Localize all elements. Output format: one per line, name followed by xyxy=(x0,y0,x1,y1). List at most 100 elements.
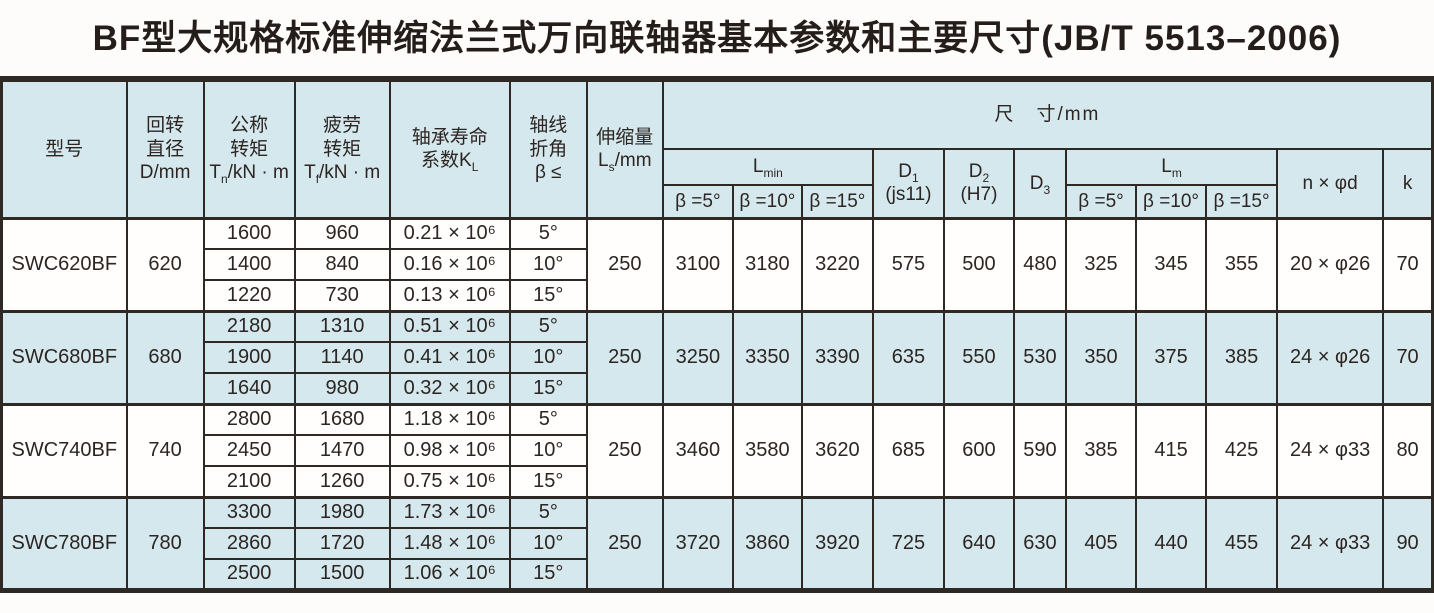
cell-rotation-diameter: 680 xyxy=(125,309,205,405)
col-header-n-phi-d: n × φd xyxy=(1276,148,1385,219)
cell-model: SWC740BF xyxy=(0,402,128,498)
cell-fatigue-torque: 1680 xyxy=(293,402,391,436)
cell-k: 70 xyxy=(1382,309,1434,405)
cell-model: SWC680BF xyxy=(0,309,128,405)
cell-lm-beta10: 345 xyxy=(1135,216,1208,312)
cell-fatigue-torque: 960 xyxy=(293,216,391,250)
col-header-d3: D3 xyxy=(1012,148,1067,219)
table-row: SWC780BF 780 3300 1980 1.73 × 10⁶ 5° 250… xyxy=(0,495,1434,591)
cell-nominal-torque: 1600 xyxy=(202,216,296,250)
cell-n-phi-d: 24 × φ33 xyxy=(1276,495,1385,591)
table-row: 1900 1140 0.41 × 10⁶ 10° xyxy=(2,341,1433,374)
cell-rotation-diameter: 620 xyxy=(125,216,205,312)
table-row: 1400 840 0.16 × 10⁶ 10° xyxy=(2,248,1433,281)
col-header-lm-beta10: β =10° xyxy=(1135,184,1208,219)
cell-lm-beta5: 350 xyxy=(1064,309,1138,405)
col-header-rotation-diameter: 回转 直径 D/mm xyxy=(125,78,205,219)
cell-lmin-beta10: 3580 xyxy=(731,402,803,498)
telescopic-line2: Ls/mm xyxy=(598,150,652,175)
col-header-lm: Lm xyxy=(1064,148,1279,186)
cell-d1: 575 xyxy=(871,216,945,312)
cell-axis-angle: 5° xyxy=(508,402,588,436)
cell-axis-angle: 10° xyxy=(508,341,588,374)
cell-lmin-beta5: 3460 xyxy=(661,402,734,498)
table-row: SWC680BF 680 2180 1310 0.51 × 10⁶ 5° 250… xyxy=(0,309,1434,405)
cell-bearing-life: 0.13 × 10⁶ xyxy=(388,279,511,312)
cell-d2: 500 xyxy=(942,216,1015,312)
cell-nominal-torque: 2450 xyxy=(202,434,296,467)
col-header-bearing-life: 轴承寿命 系数KL xyxy=(388,78,511,219)
cell-bearing-life: 0.98 × 10⁶ xyxy=(388,434,511,467)
cell-rotation-diameter: 740 xyxy=(125,402,205,498)
cell-axis-angle: 5° xyxy=(508,495,588,529)
col-header-lmin-beta10: β =10° xyxy=(731,184,803,219)
rotation-diameter-line2: 直径 xyxy=(146,138,185,160)
cell-d2: 600 xyxy=(942,402,1015,498)
col-header-lmin-beta15: β =15° xyxy=(800,184,874,219)
col-header-d2: D2 (H7) xyxy=(942,148,1015,219)
cell-nominal-torque: 1400 xyxy=(202,248,296,281)
col-header-fatigue-torque: 疲劳 转矩 Tf/kN · m xyxy=(293,78,391,219)
bearing-life-line1: 轴承寿命 xyxy=(411,127,488,149)
col-header-d1: D1 (js11) xyxy=(871,148,945,219)
cell-lm-beta5: 385 xyxy=(1064,402,1138,498)
table-row: 1640 980 0.32 × 10⁶ 15° xyxy=(2,372,1433,405)
cell-lm-beta15: 355 xyxy=(1205,216,1279,312)
table-row: 2450 1470 0.98 × 10⁶ 10° xyxy=(2,434,1433,467)
cell-lm-beta10: 440 xyxy=(1135,495,1208,591)
axis-angle-line3: β ≤ xyxy=(534,161,562,183)
table-row: SWC740BF 740 2800 1680 1.18 × 10⁶ 5° 250… xyxy=(0,402,1434,498)
col-header-nominal-torque: 公称 转矩 Tn/kN · m xyxy=(202,78,296,219)
cell-lm-beta15: 425 xyxy=(1205,402,1279,498)
col-header-lm-beta15: β =15° xyxy=(1205,184,1279,219)
cell-telescopic: 250 xyxy=(585,216,664,312)
cell-n-phi-d: 24 × φ33 xyxy=(1276,402,1385,498)
dimensions-label: 尺 寸/mm xyxy=(994,104,1101,126)
page-title: BF型大规格标准伸缩法兰式万向联轴器基本参数和主要尺寸(JB/T 5513–20… xyxy=(92,19,1342,58)
cell-k: 90 xyxy=(1382,495,1434,591)
cell-nominal-torque: 2500 xyxy=(202,558,296,591)
cell-d2: 550 xyxy=(942,309,1015,405)
cell-d1: 685 xyxy=(871,402,945,498)
cell-axis-angle: 15° xyxy=(508,465,588,498)
col-header-axis-angle: 轴线 折角 β ≤ xyxy=(508,78,588,219)
cell-telescopic: 250 xyxy=(585,495,664,591)
cell-bearing-life: 0.51 × 10⁶ xyxy=(388,309,511,343)
cell-nominal-torque: 2180 xyxy=(202,309,296,343)
cell-lm-beta15: 385 xyxy=(1205,309,1279,405)
cell-n-phi-d: 20 × φ26 xyxy=(1276,216,1385,312)
cell-nominal-torque: 2100 xyxy=(202,465,296,498)
nominal-torque-line2: 转矩 xyxy=(230,138,269,160)
cell-lmin-beta15: 3220 xyxy=(800,216,874,312)
cell-bearing-life: 0.41 × 10⁶ xyxy=(388,341,511,374)
table-row: 2100 1260 0.75 × 10⁶ 15° xyxy=(2,465,1433,498)
cell-lm-beta15: 455 xyxy=(1205,495,1279,591)
cell-fatigue-torque: 840 xyxy=(293,248,391,281)
cell-fatigue-torque: 730 xyxy=(293,279,391,312)
cell-nominal-torque: 2800 xyxy=(202,402,296,436)
col-header-model-label: 型号 xyxy=(45,138,84,160)
cell-bearing-life: 0.32 × 10⁶ xyxy=(388,372,511,405)
cell-n-phi-d: 24 × φ26 xyxy=(1276,309,1385,405)
cell-model: SWC780BF xyxy=(0,495,128,591)
cell-lmin-beta5: 3720 xyxy=(661,495,734,591)
cell-nominal-torque: 1640 xyxy=(202,372,296,405)
rotation-diameter-line3: D/mm xyxy=(139,161,191,183)
table-row: 2860 1720 1.48 × 10⁶ 10° xyxy=(2,527,1433,560)
cell-axis-angle: 5° xyxy=(508,309,588,343)
col-header-k: k xyxy=(1382,148,1434,219)
cell-axis-angle: 10° xyxy=(508,248,588,281)
cell-fatigue-torque: 1470 xyxy=(293,434,391,467)
cell-d3: 630 xyxy=(1012,495,1067,591)
cell-fatigue-torque: 1980 xyxy=(293,495,391,529)
rotation-diameter-line1: 回转 xyxy=(146,115,185,137)
cell-lm-beta10: 415 xyxy=(1135,402,1208,498)
cell-fatigue-torque: 1260 xyxy=(293,465,391,498)
fatigue-torque-line1: 疲劳 xyxy=(323,115,362,137)
cell-bearing-life: 0.16 × 10⁶ xyxy=(388,248,511,281)
fatigue-torque-line2: 转矩 xyxy=(323,138,362,160)
nominal-torque-line1: 公称 xyxy=(230,115,269,137)
col-header-lmin: Lmin xyxy=(661,148,874,186)
cell-lm-beta5: 325 xyxy=(1064,216,1138,312)
cell-d3: 590 xyxy=(1012,402,1067,498)
